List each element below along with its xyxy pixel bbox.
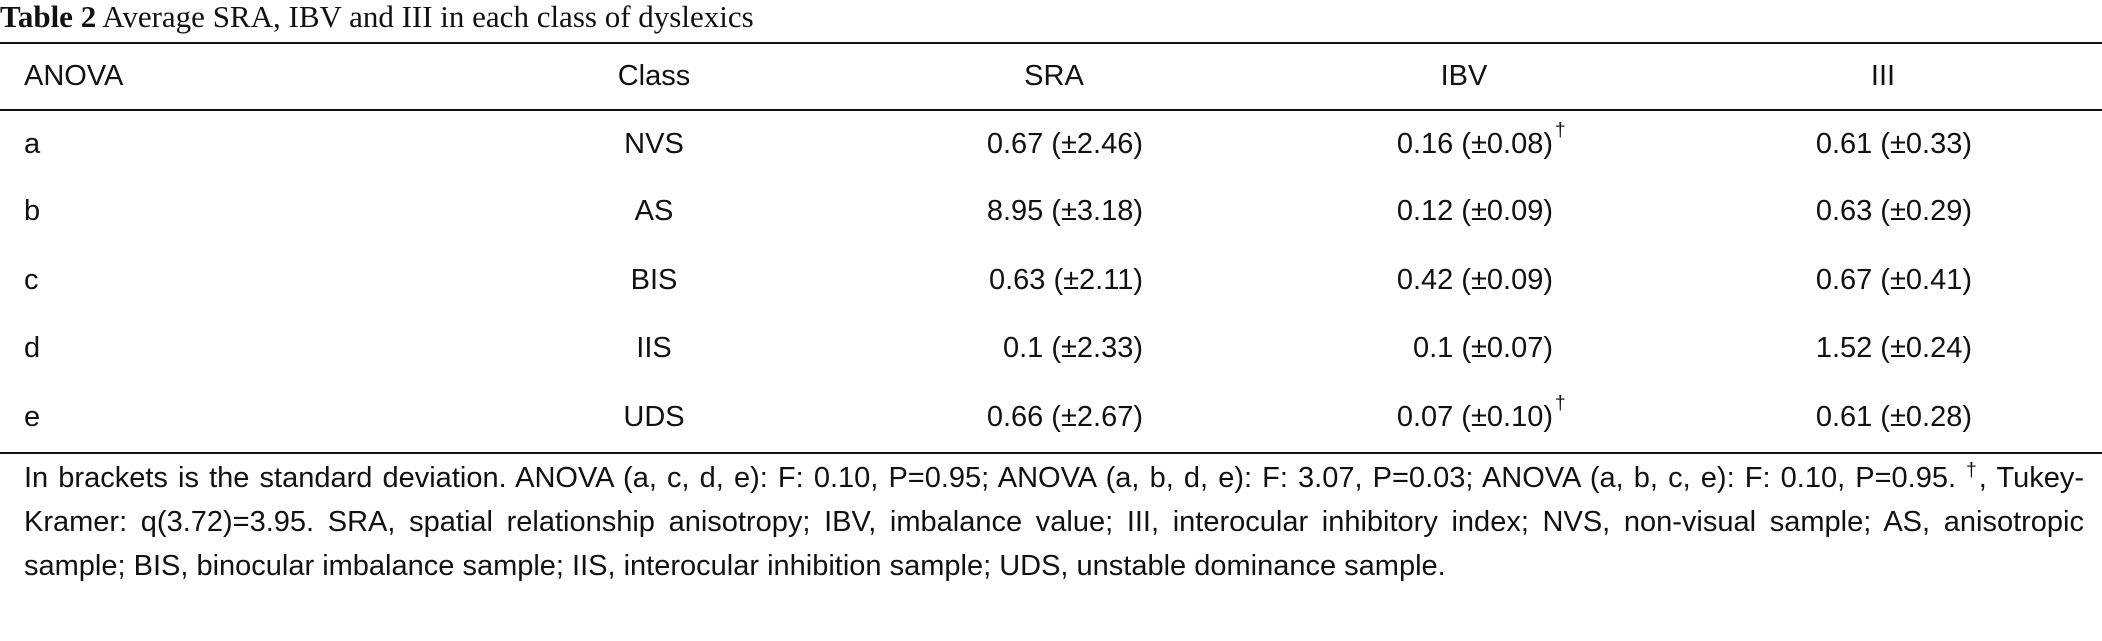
header-sra: SRA (1024, 60, 1084, 92)
table-footnote: In brackets is the standard deviation. A… (24, 456, 2084, 588)
cell-anova: e (24, 400, 41, 433)
table-caption: Table 2 Average SRA, IBV and III in each… (0, 0, 754, 38)
cell-sra: 8.95 (±3.18) (844, 178, 1264, 247)
table-row: a NVS 0.67 (±2.46) 0.16 (±0.08) † 0.61 (±… (0, 109, 2102, 178)
ibv-number: 0.1 (±0.07) (1412, 332, 1553, 365)
dagger-mark: † (1555, 392, 1566, 414)
iii-value: 0.63 (±0.29) (1815, 195, 1972, 228)
header-class: Class (617, 60, 691, 92)
sra-value: 0.67 (±2.46) (986, 127, 1143, 160)
top-rule (0, 42, 2102, 44)
table-row: d IIS 0.1 (±2.33) 0.1 (±0.07) 1.52 (±0.2… (0, 315, 2102, 384)
cell-ibv: 0.12 (±0.09) (1264, 178, 1664, 247)
cell-ibv: 0.16 (±0.08) † (1264, 109, 1664, 178)
cell-iii: 0.63 (±0.29) (1664, 178, 2102, 247)
cell-class: NVS (624, 127, 684, 160)
cell-anova: d (24, 332, 41, 365)
cell-ibv: 0.1 (±0.07) (1264, 315, 1664, 384)
ibv-value: 0.07 (±0.10) † (1375, 393, 1566, 434)
cell-class: AS (634, 195, 674, 228)
footnote-text-1: In brackets is the standard deviation. A… (24, 462, 1967, 494)
sra-value: 0.66 (±2.67) (986, 400, 1143, 433)
ibv-number: 0.12 (±0.09) (1396, 195, 1553, 228)
iii-value: 0.61 (±0.33) (1815, 127, 1972, 160)
cell-class: BIS (630, 263, 678, 296)
header-iii: III (1870, 60, 1896, 92)
cell-sra: 0.66 (±2.67) (844, 383, 1264, 452)
dagger-mark: † (1555, 119, 1566, 141)
iii-value: 0.67 (±0.41) (1815, 263, 1972, 296)
cell-ibv: 0.07 (±0.10) † (1264, 383, 1664, 452)
iii-value: 0.61 (±0.28) (1815, 400, 1972, 433)
cell-ibv: 0.42 (±0.09) (1264, 246, 1664, 315)
cell-class: UDS (623, 400, 685, 433)
cell-iii: 1.52 (±0.24) (1664, 315, 2102, 384)
cell-iii: 0.67 (±0.41) (1664, 246, 2102, 315)
footnote-dagger: † (1966, 460, 1979, 481)
cell-sra: 0.1 (±2.33) (844, 315, 1264, 384)
ibv-value: 0.42 (±0.09) (1375, 264, 1553, 297)
header-row: ANOVA Class SRA IBV III (0, 44, 2102, 109)
ibv-value: 0.16 (±0.08) † (1375, 120, 1566, 161)
caption-text: Average SRA, IBV and III in each class o… (102, 0, 754, 34)
ibv-number: 0.07 (±0.10) (1396, 400, 1553, 433)
cell-anova: c (24, 263, 39, 296)
footnote-text-2: , Tukey-Kramer: q(3.72)=3.95. SRA, spati… (24, 462, 2084, 582)
sra-value: 0.1 (±2.33) (1002, 332, 1143, 365)
cell-anova: a (24, 127, 41, 160)
ibv-number: 0.42 (±0.09) (1396, 263, 1553, 296)
cell-iii: 0.61 (±0.28) (1664, 383, 2102, 452)
iii-value: 1.52 (±0.24) (1815, 332, 1972, 365)
sra-value: 0.63 (±2.11) (988, 263, 1143, 296)
ibv-value: 0.12 (±0.09) (1375, 195, 1553, 228)
sra-value: 8.95 (±3.18) (986, 195, 1143, 228)
data-table: ANOVA Class SRA IBV III a NVS 0.67 (±2.4… (0, 44, 2102, 452)
bottom-rule (0, 452, 2102, 454)
header-anova: ANOVA (24, 60, 124, 92)
table-row: b AS 8.95 (±3.18) 0.12 (±0.09) 0.63 (±0.… (0, 178, 2102, 247)
cell-class: IIS (636, 332, 672, 365)
table-row: e UDS 0.66 (±2.67) 0.07 (±0.10) † 0.61 (±… (0, 383, 2102, 452)
caption-label: Table 2 (0, 0, 97, 34)
table-row: c BIS 0.63 (±2.11) 0.42 (±0.09) 0.67 (±0… (0, 246, 2102, 315)
ibv-value: 0.1 (±0.07) (1375, 332, 1553, 365)
header-ibv: IBV (1440, 60, 1488, 92)
header-rule (0, 109, 2102, 111)
cell-iii: 0.61 (±0.33) (1664, 109, 2102, 178)
ibv-number: 0.16 (±0.08) (1396, 127, 1553, 160)
cell-sra: 0.67 (±2.46) (844, 109, 1264, 178)
cell-anova: b (24, 195, 41, 228)
cell-sra: 0.63 (±2.11) (844, 246, 1264, 315)
